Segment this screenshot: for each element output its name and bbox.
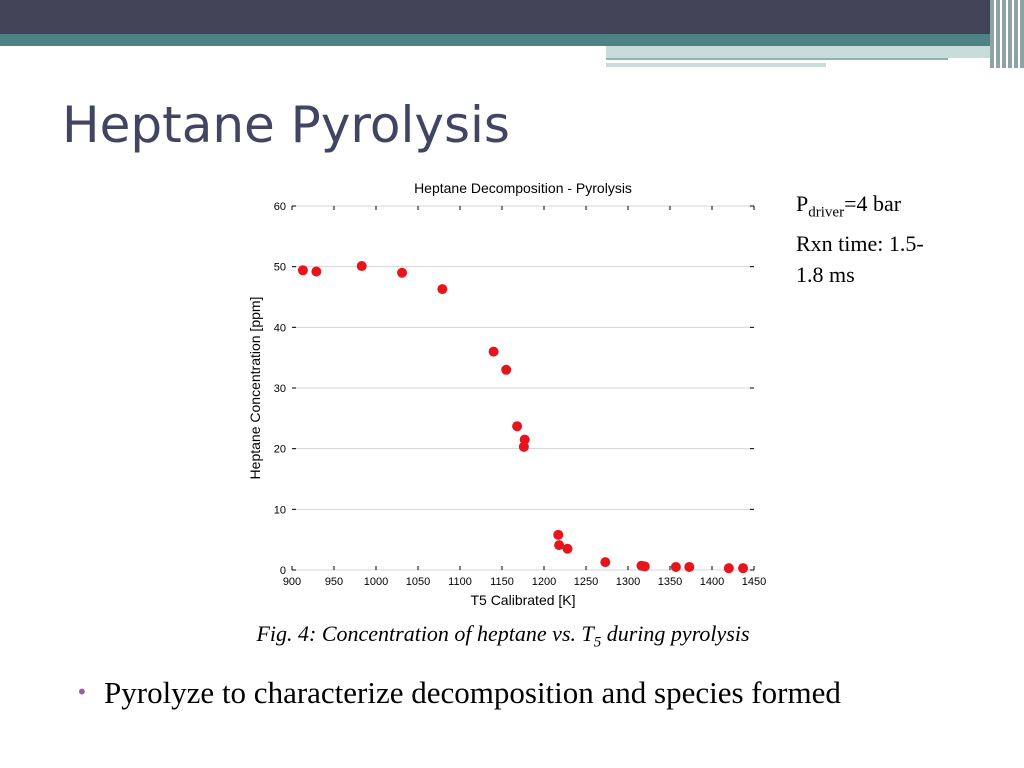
header-banner-teal <box>0 34 1024 46</box>
figure-caption: Fig. 4: Concentration of heptane vs. T5 … <box>0 621 1006 651</box>
data-point <box>553 529 564 540</box>
data-point <box>738 563 749 574</box>
x-tick-label: 1100 <box>448 576 472 588</box>
x-tick-label: 1350 <box>658 576 682 588</box>
slide-title: Heptane Pyrolysis <box>62 96 510 154</box>
y-tick-label: 30 <box>274 383 286 395</box>
rxn-time-line2: 1.8 ms <box>796 262 855 288</box>
data-point <box>519 434 530 445</box>
scatter-chart: 0 10 20 30 40 50 60 900 950 1000 1050 1100 1150 1200 1… <box>247 180 766 608</box>
data-point <box>356 261 367 272</box>
x-tick-label: 1450 <box>742 576 766 588</box>
y-tick-label: 60 <box>274 201 286 213</box>
data-point <box>600 557 611 568</box>
x-tick-label: 1250 <box>574 576 598 588</box>
y-tick-label: 20 <box>274 444 286 456</box>
x-tick-label: 950 <box>325 576 343 588</box>
chart-title: Heptane Decomposition - Pyrolysis <box>414 180 632 196</box>
header-banner-stripes <box>990 0 1024 68</box>
header-banner-line <box>606 63 826 67</box>
y-tick-label: 50 <box>274 262 286 274</box>
header-banner-dark <box>0 0 1024 34</box>
y-axis-label: Heptane Concentration [ppm] <box>247 297 263 480</box>
data-point <box>723 563 734 574</box>
pressure-subscript: driver <box>808 204 845 221</box>
x-tick-label: 1000 <box>364 576 388 588</box>
x-axis-label: T5 Calibrated [K] <box>470 592 575 608</box>
bullet-item: • Pyrolyze to characterize decomposition … <box>76 676 956 709</box>
x-tick-label: 1150 <box>490 576 514 588</box>
data-point <box>639 561 650 572</box>
y-tick-label: 0 <box>280 565 286 577</box>
pressure-value: =4 bar <box>844 191 902 216</box>
data-point <box>488 346 499 357</box>
data-point <box>512 421 523 432</box>
x-tick-label: 1200 <box>532 576 556 588</box>
data-point <box>437 284 448 295</box>
experiment-notes: Pdriver=4 bar Rxn time: 1.5- 1.8 ms <box>796 188 996 290</box>
rxn-time-line1: Rxn time: 1.5- <box>796 231 924 257</box>
bullet-text: Pyrolyze to characterize decomposition a… <box>104 675 841 710</box>
y-tick-label: 10 <box>274 504 286 516</box>
caption-prefix: Fig. 4: Concentration of heptane vs. T <box>256 621 594 646</box>
x-tick-label: 1050 <box>406 576 430 588</box>
data-point <box>670 561 681 572</box>
data-point <box>397 267 408 278</box>
data-point <box>562 543 573 554</box>
data-point <box>311 266 322 277</box>
caption-suffix: during pyrolysis <box>601 621 750 646</box>
data-point <box>297 265 308 276</box>
data-point <box>518 441 529 452</box>
x-tick-label: 900 <box>283 576 301 588</box>
pressure-symbol: P <box>796 191 809 216</box>
header-banner-light <box>606 46 1024 58</box>
header-banner-line <box>606 58 948 60</box>
data-point <box>501 364 512 375</box>
data-point <box>684 561 695 572</box>
bullet-list: • Pyrolyze to characterize decomposition … <box>76 676 956 709</box>
y-tick-label: 40 <box>274 322 286 334</box>
x-tick-label: 1400 <box>700 576 724 588</box>
pressure-note: Pdriver=4 bar <box>796 188 996 228</box>
caption-subscript: 5 <box>593 634 602 651</box>
bullet-marker: • <box>76 680 88 704</box>
x-tick-label: 1300 <box>616 576 640 588</box>
data-point <box>554 540 565 551</box>
